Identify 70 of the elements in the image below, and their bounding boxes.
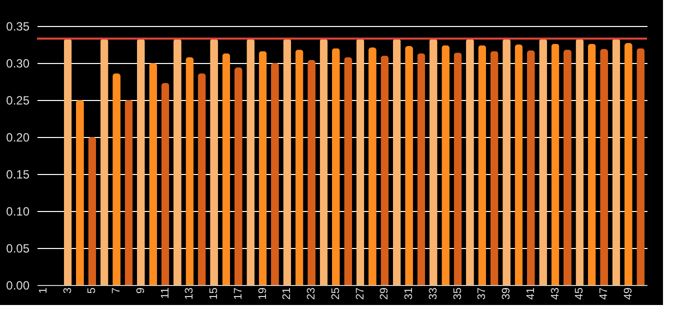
bar bbox=[478, 45, 486, 285]
x-tick-label: 13 bbox=[184, 288, 196, 300]
bar bbox=[526, 50, 535, 285]
bar bbox=[356, 38, 364, 285]
x-tick-label: 37 bbox=[476, 288, 488, 300]
x-tick-label: 45 bbox=[574, 288, 586, 300]
bar bbox=[283, 38, 292, 285]
bar bbox=[454, 52, 462, 285]
x-tick-label: 29 bbox=[378, 288, 391, 300]
bar bbox=[539, 38, 548, 285]
bar bbox=[222, 53, 230, 285]
x-tick-label: 15 bbox=[208, 288, 220, 300]
bar bbox=[429, 38, 438, 285]
bar bbox=[186, 57, 194, 285]
bar bbox=[198, 73, 206, 285]
x-tick-label: 41 bbox=[524, 288, 537, 300]
x-tick-label: 3 bbox=[62, 288, 74, 294]
bar bbox=[88, 137, 96, 285]
bar bbox=[234, 67, 242, 285]
x-tick-label: 23 bbox=[306, 288, 318, 300]
bar bbox=[624, 43, 632, 285]
bar bbox=[514, 44, 523, 285]
bar bbox=[295, 50, 304, 285]
bar bbox=[417, 53, 426, 285]
bar bbox=[161, 82, 170, 285]
x-tick-label: 27 bbox=[354, 288, 366, 300]
bar bbox=[100, 38, 108, 285]
bar bbox=[576, 38, 584, 285]
x-tick-label: 25 bbox=[330, 288, 342, 300]
x-tick-label: 21 bbox=[281, 288, 294, 300]
y-tick-label: 0.00 bbox=[6, 278, 30, 292]
y-tick-label: 0.25 bbox=[6, 94, 30, 108]
bar bbox=[246, 38, 255, 285]
bar bbox=[392, 38, 401, 285]
bar bbox=[149, 63, 158, 285]
bar bbox=[258, 51, 267, 285]
bar bbox=[344, 57, 352, 285]
bar bbox=[380, 56, 389, 285]
x-tick-label: 11 bbox=[159, 288, 172, 299]
x-tick-label: 39 bbox=[500, 288, 513, 300]
bar bbox=[320, 38, 328, 285]
bar bbox=[551, 44, 560, 285]
x-tick-label: 33 bbox=[427, 288, 440, 300]
x-tick-label: 7 bbox=[110, 288, 123, 294]
bar bbox=[136, 38, 145, 285]
y-tick-label: 0.15 bbox=[6, 168, 30, 182]
bar bbox=[332, 48, 340, 285]
y-tick-label: 0.35 bbox=[6, 20, 30, 34]
x-tick-label: 31 bbox=[403, 288, 416, 300]
bar bbox=[612, 38, 620, 285]
y-tick-label: 0.30 bbox=[6, 56, 30, 70]
bar bbox=[76, 100, 84, 285]
bar bbox=[490, 51, 498, 285]
bar bbox=[124, 100, 133, 285]
bar bbox=[64, 38, 72, 285]
bar bbox=[588, 44, 596, 285]
x-tick-label: 5 bbox=[86, 288, 98, 294]
bar bbox=[442, 45, 450, 285]
x-tick-label: 43 bbox=[549, 288, 562, 300]
x-tick-label: 49 bbox=[622, 288, 634, 300]
bar bbox=[636, 48, 645, 285]
y-tick-label: 0.20 bbox=[6, 130, 30, 144]
x-tick-label: 35 bbox=[452, 288, 464, 300]
x-tick-label: 17 bbox=[232, 288, 244, 300]
x-tick-label: 19 bbox=[256, 288, 269, 300]
y-tick-label: 0.05 bbox=[6, 242, 30, 256]
x-tick-label: 1 bbox=[37, 288, 50, 294]
x-tick-label: 9 bbox=[134, 288, 147, 294]
y-tick-label: 0.10 bbox=[6, 204, 30, 218]
x-tick-label: 47 bbox=[598, 288, 610, 300]
